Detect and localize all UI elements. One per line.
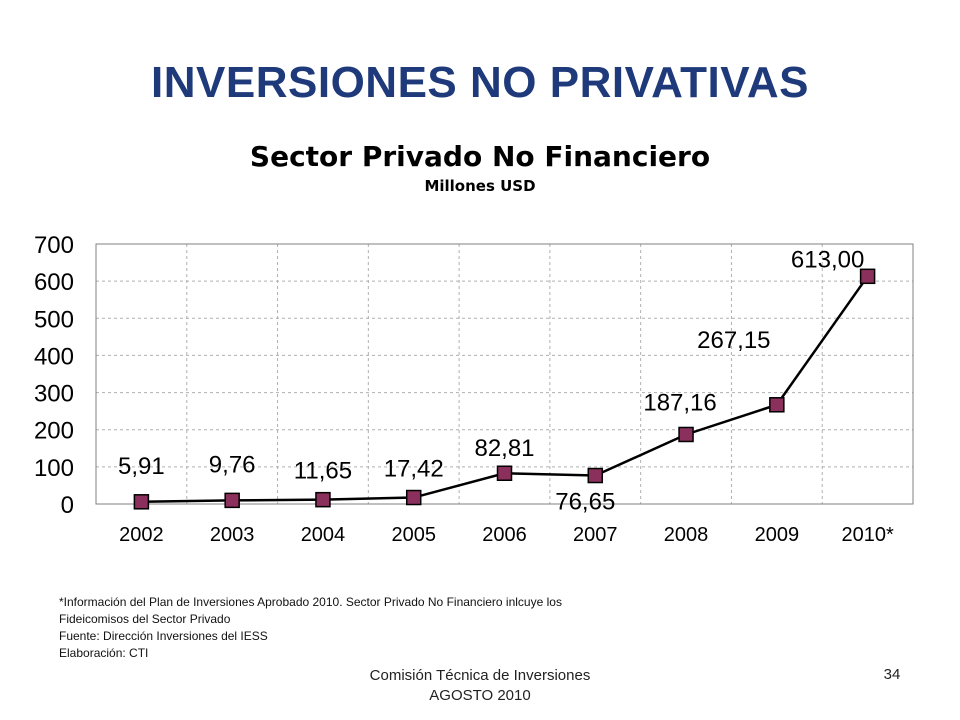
- y-tick-label: 300: [34, 381, 74, 408]
- y-tick-label: 600: [34, 269, 74, 296]
- y-tick-label: 500: [34, 306, 74, 333]
- data-point-marker: [859, 268, 876, 285]
- data-point-marker: [133, 494, 150, 510]
- y-tick-label: 100: [34, 455, 74, 482]
- chart-subtitle: Millones USD: [424, 177, 536, 195]
- data-point-marker: [496, 465, 513, 481]
- footer-line: AGOSTO 2010: [429, 687, 531, 704]
- page-number: 34: [883, 666, 901, 683]
- x-tick-label: 2010*: [841, 524, 893, 546]
- data-label: 5,91: [118, 453, 165, 480]
- y-tick-label: 400: [34, 343, 74, 370]
- x-tick-label: 2005: [391, 524, 436, 546]
- x-tick-label: 2002: [119, 524, 164, 546]
- x-tick-label: 2006: [482, 524, 527, 546]
- data-label: 82,81: [474, 435, 534, 462]
- chart-title: Sector Privado No Financiero: [249, 140, 711, 173]
- y-tick-label: 0: [61, 492, 74, 519]
- slide-footer: Comisión Técnica de Inversiones AGOSTO 2…: [320, 666, 640, 706]
- x-tick-label: 2003: [210, 524, 255, 546]
- data-point-marker: [224, 492, 240, 509]
- data-label: 267,15: [697, 327, 770, 354]
- footnotes: *Información del Plan de Inversiones Apr…: [59, 594, 759, 662]
- data-label: 76,65: [555, 489, 615, 516]
- footnote-line: *Información del Plan de Inversiones Apr…: [59, 595, 562, 609]
- data-label: 187,16: [643, 389, 716, 416]
- x-tick-label: 2008: [664, 524, 709, 546]
- data-point-marker: [315, 491, 331, 508]
- data-label: 17,42: [384, 456, 444, 483]
- x-tick-label: 2004: [301, 524, 346, 546]
- y-tick-label: 700: [34, 232, 74, 259]
- footer-line: Comisión Técnica de Inversiones: [369, 667, 591, 684]
- data-point-marker: [405, 489, 422, 506]
- data-point-marker: [769, 397, 785, 413]
- footnote-line: Fideicomisos del Sector Privado: [59, 612, 231, 626]
- plot-area-border: [95, 243, 914, 505]
- data-point-marker: [587, 467, 604, 484]
- x-tick-label: 2009: [755, 524, 800, 546]
- data-label: 11,65: [294, 458, 352, 485]
- footnote-line: Fuente: Dirección Inversiones del IESS: [59, 629, 268, 643]
- data-point-marker: [678, 426, 694, 443]
- slide-title: INVERSIONES NO PRIVATIVAS: [151, 58, 809, 107]
- x-tick-label: 2007: [573, 524, 618, 546]
- y-tick-label: 200: [34, 418, 74, 445]
- data-label: 9,76: [209, 451, 256, 478]
- footnote-line: Elaboración: CTI: [59, 646, 149, 660]
- data-label: 613,00: [791, 246, 864, 273]
